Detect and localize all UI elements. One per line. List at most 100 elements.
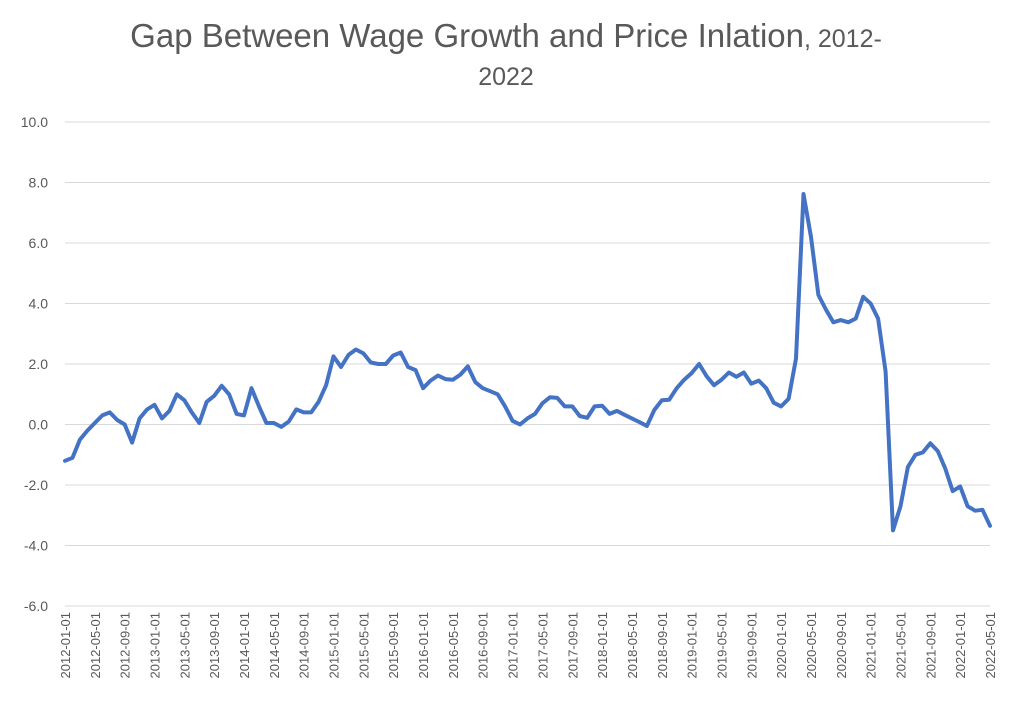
data-point xyxy=(870,303,872,305)
x-tick-label: 2014-05-01 xyxy=(267,612,282,679)
data-point xyxy=(385,363,387,365)
data-point xyxy=(541,402,543,404)
y-tick-label: 6.0 xyxy=(29,235,49,251)
data-point xyxy=(392,355,394,357)
x-tick-label: 2015-01-01 xyxy=(327,612,342,679)
data-point xyxy=(579,415,581,417)
data-point xyxy=(944,467,946,469)
x-tick-label: 2022-05-01 xyxy=(983,612,998,679)
x-tick-label: 2018-09-01 xyxy=(655,612,670,679)
data-point xyxy=(310,411,312,413)
data-point xyxy=(362,352,364,354)
data-point xyxy=(504,405,506,407)
data-point xyxy=(86,430,88,432)
data-point xyxy=(817,294,819,296)
data-point xyxy=(288,420,290,422)
chart-title: Gap Between Wage Growth and Price Inlati… xyxy=(0,16,1012,92)
data-point xyxy=(810,236,812,238)
x-tick-label: 2012-05-01 xyxy=(88,612,103,679)
data-point xyxy=(176,393,178,395)
data-point xyxy=(370,361,372,363)
data-point xyxy=(206,401,208,403)
gridlines xyxy=(65,121,990,607)
chart-title-line1: Gap Between Wage Growth and Price Inlati… xyxy=(0,16,1012,56)
data-point xyxy=(265,422,267,424)
data-point xyxy=(720,379,722,381)
data-point xyxy=(586,417,588,419)
data-point xyxy=(638,421,640,423)
data-point xyxy=(71,457,73,459)
data-point xyxy=(497,393,499,395)
data-point xyxy=(803,193,805,195)
y-tick-label: 2.0 xyxy=(29,356,49,372)
data-point xyxy=(534,413,536,415)
data-point xyxy=(556,397,558,399)
data-point xyxy=(631,417,633,419)
data-point xyxy=(914,454,916,456)
x-tick-label: 2016-05-01 xyxy=(446,612,461,679)
data-point xyxy=(131,442,133,444)
data-point xyxy=(101,414,103,416)
x-tick-label: 2016-09-01 xyxy=(476,612,491,679)
data-point xyxy=(952,490,954,492)
data-point xyxy=(847,321,849,323)
data-point xyxy=(892,529,894,531)
x-tick-label: 2018-01-01 xyxy=(595,612,610,679)
data-point xyxy=(571,405,573,407)
data-point xyxy=(400,352,402,354)
x-tick-label: 2021-05-01 xyxy=(893,612,908,679)
data-point xyxy=(459,374,461,376)
data-point xyxy=(683,379,685,381)
data-point xyxy=(64,460,66,462)
data-point xyxy=(937,450,939,452)
data-point xyxy=(750,383,752,385)
data-point xyxy=(325,384,327,386)
y-tick-label: 0.0 xyxy=(29,417,49,433)
data-point xyxy=(444,378,446,380)
data-point xyxy=(609,413,611,415)
data-point xyxy=(168,410,170,412)
data-point xyxy=(512,420,514,422)
x-axis-tick-labels: 2012-01-01 2012-05-01 2012-09-01 2013-01-01… xyxy=(58,612,998,679)
data-point xyxy=(594,405,596,407)
data-point xyxy=(191,411,193,413)
y-tick-label: -6.0 xyxy=(24,598,48,614)
data-point xyxy=(213,395,215,397)
data-point xyxy=(929,442,931,444)
x-tick-label: 2021-09-01 xyxy=(923,612,938,679)
data-point xyxy=(467,365,469,367)
data-point xyxy=(154,404,156,406)
x-tick-label: 2014-09-01 xyxy=(297,612,312,679)
data-point xyxy=(243,414,245,416)
data-point xyxy=(728,371,730,373)
x-tick-label: 2013-09-01 xyxy=(207,612,222,679)
x-tick-label: 2017-05-01 xyxy=(535,612,550,679)
x-tick-label: 2020-09-01 xyxy=(834,612,849,679)
y-axis-tick-labels: 10.0 8.0 6.0 4.0 2.0 0.0 -2.0 -4.0 -6.0 xyxy=(21,114,48,614)
data-point xyxy=(258,405,260,407)
data-point xyxy=(109,411,111,413)
x-tick-label: 2020-01-01 xyxy=(774,612,789,679)
data-point xyxy=(616,410,618,412)
series-layer xyxy=(63,192,992,533)
data-point xyxy=(377,363,379,365)
x-tick-label: 2013-01-01 xyxy=(148,612,163,679)
data-point xyxy=(959,486,961,488)
data-point xyxy=(318,401,320,403)
data-point xyxy=(116,419,118,421)
data-point xyxy=(788,398,790,400)
data-point xyxy=(877,318,879,320)
data-point xyxy=(295,408,297,410)
data-point xyxy=(974,510,976,512)
x-tick-label: 2019-01-01 xyxy=(685,612,700,679)
data-point xyxy=(706,375,708,377)
data-point xyxy=(825,309,827,311)
x-tick-label: 2021-01-01 xyxy=(864,612,879,679)
data-point xyxy=(668,399,670,401)
data-point xyxy=(407,366,409,368)
y-tick-label: 10.0 xyxy=(21,114,48,130)
x-tick-label: 2012-01-01 xyxy=(58,612,73,679)
x-tick-label: 2017-09-01 xyxy=(565,612,580,679)
data-point xyxy=(347,354,349,356)
data-point xyxy=(452,379,454,381)
